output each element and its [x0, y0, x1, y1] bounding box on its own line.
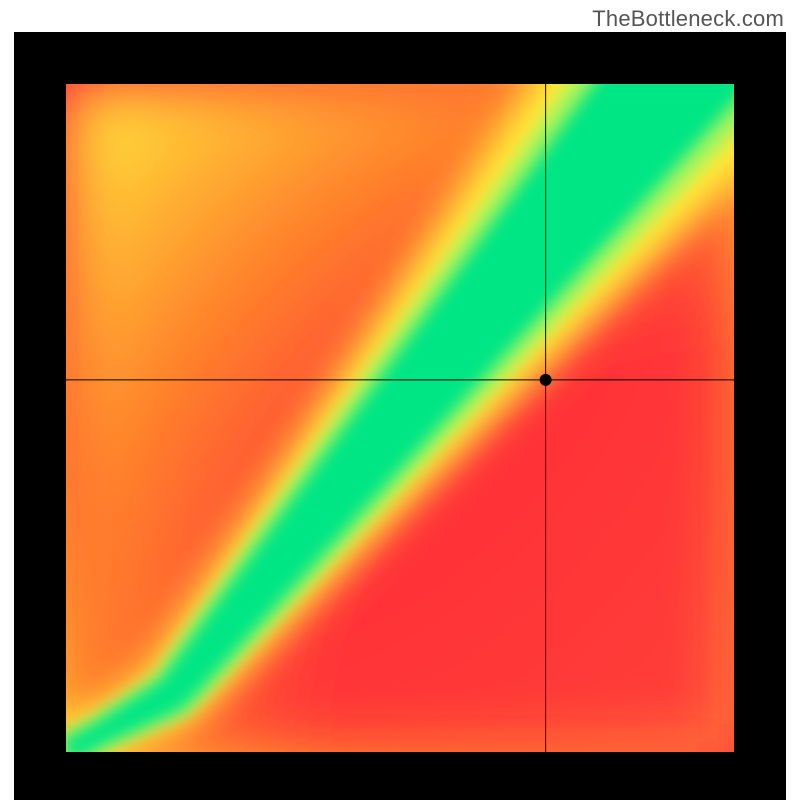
chart-container: TheBottleneck.com — [0, 0, 800, 800]
plot-inner — [52, 0, 800, 777]
heatmap-chart — [0, 0, 800, 800]
crosshair-marker — [540, 374, 552, 386]
heatmap-svg — [0, 0, 800, 800]
watermark-text: TheBottleneck.com — [592, 6, 784, 32]
